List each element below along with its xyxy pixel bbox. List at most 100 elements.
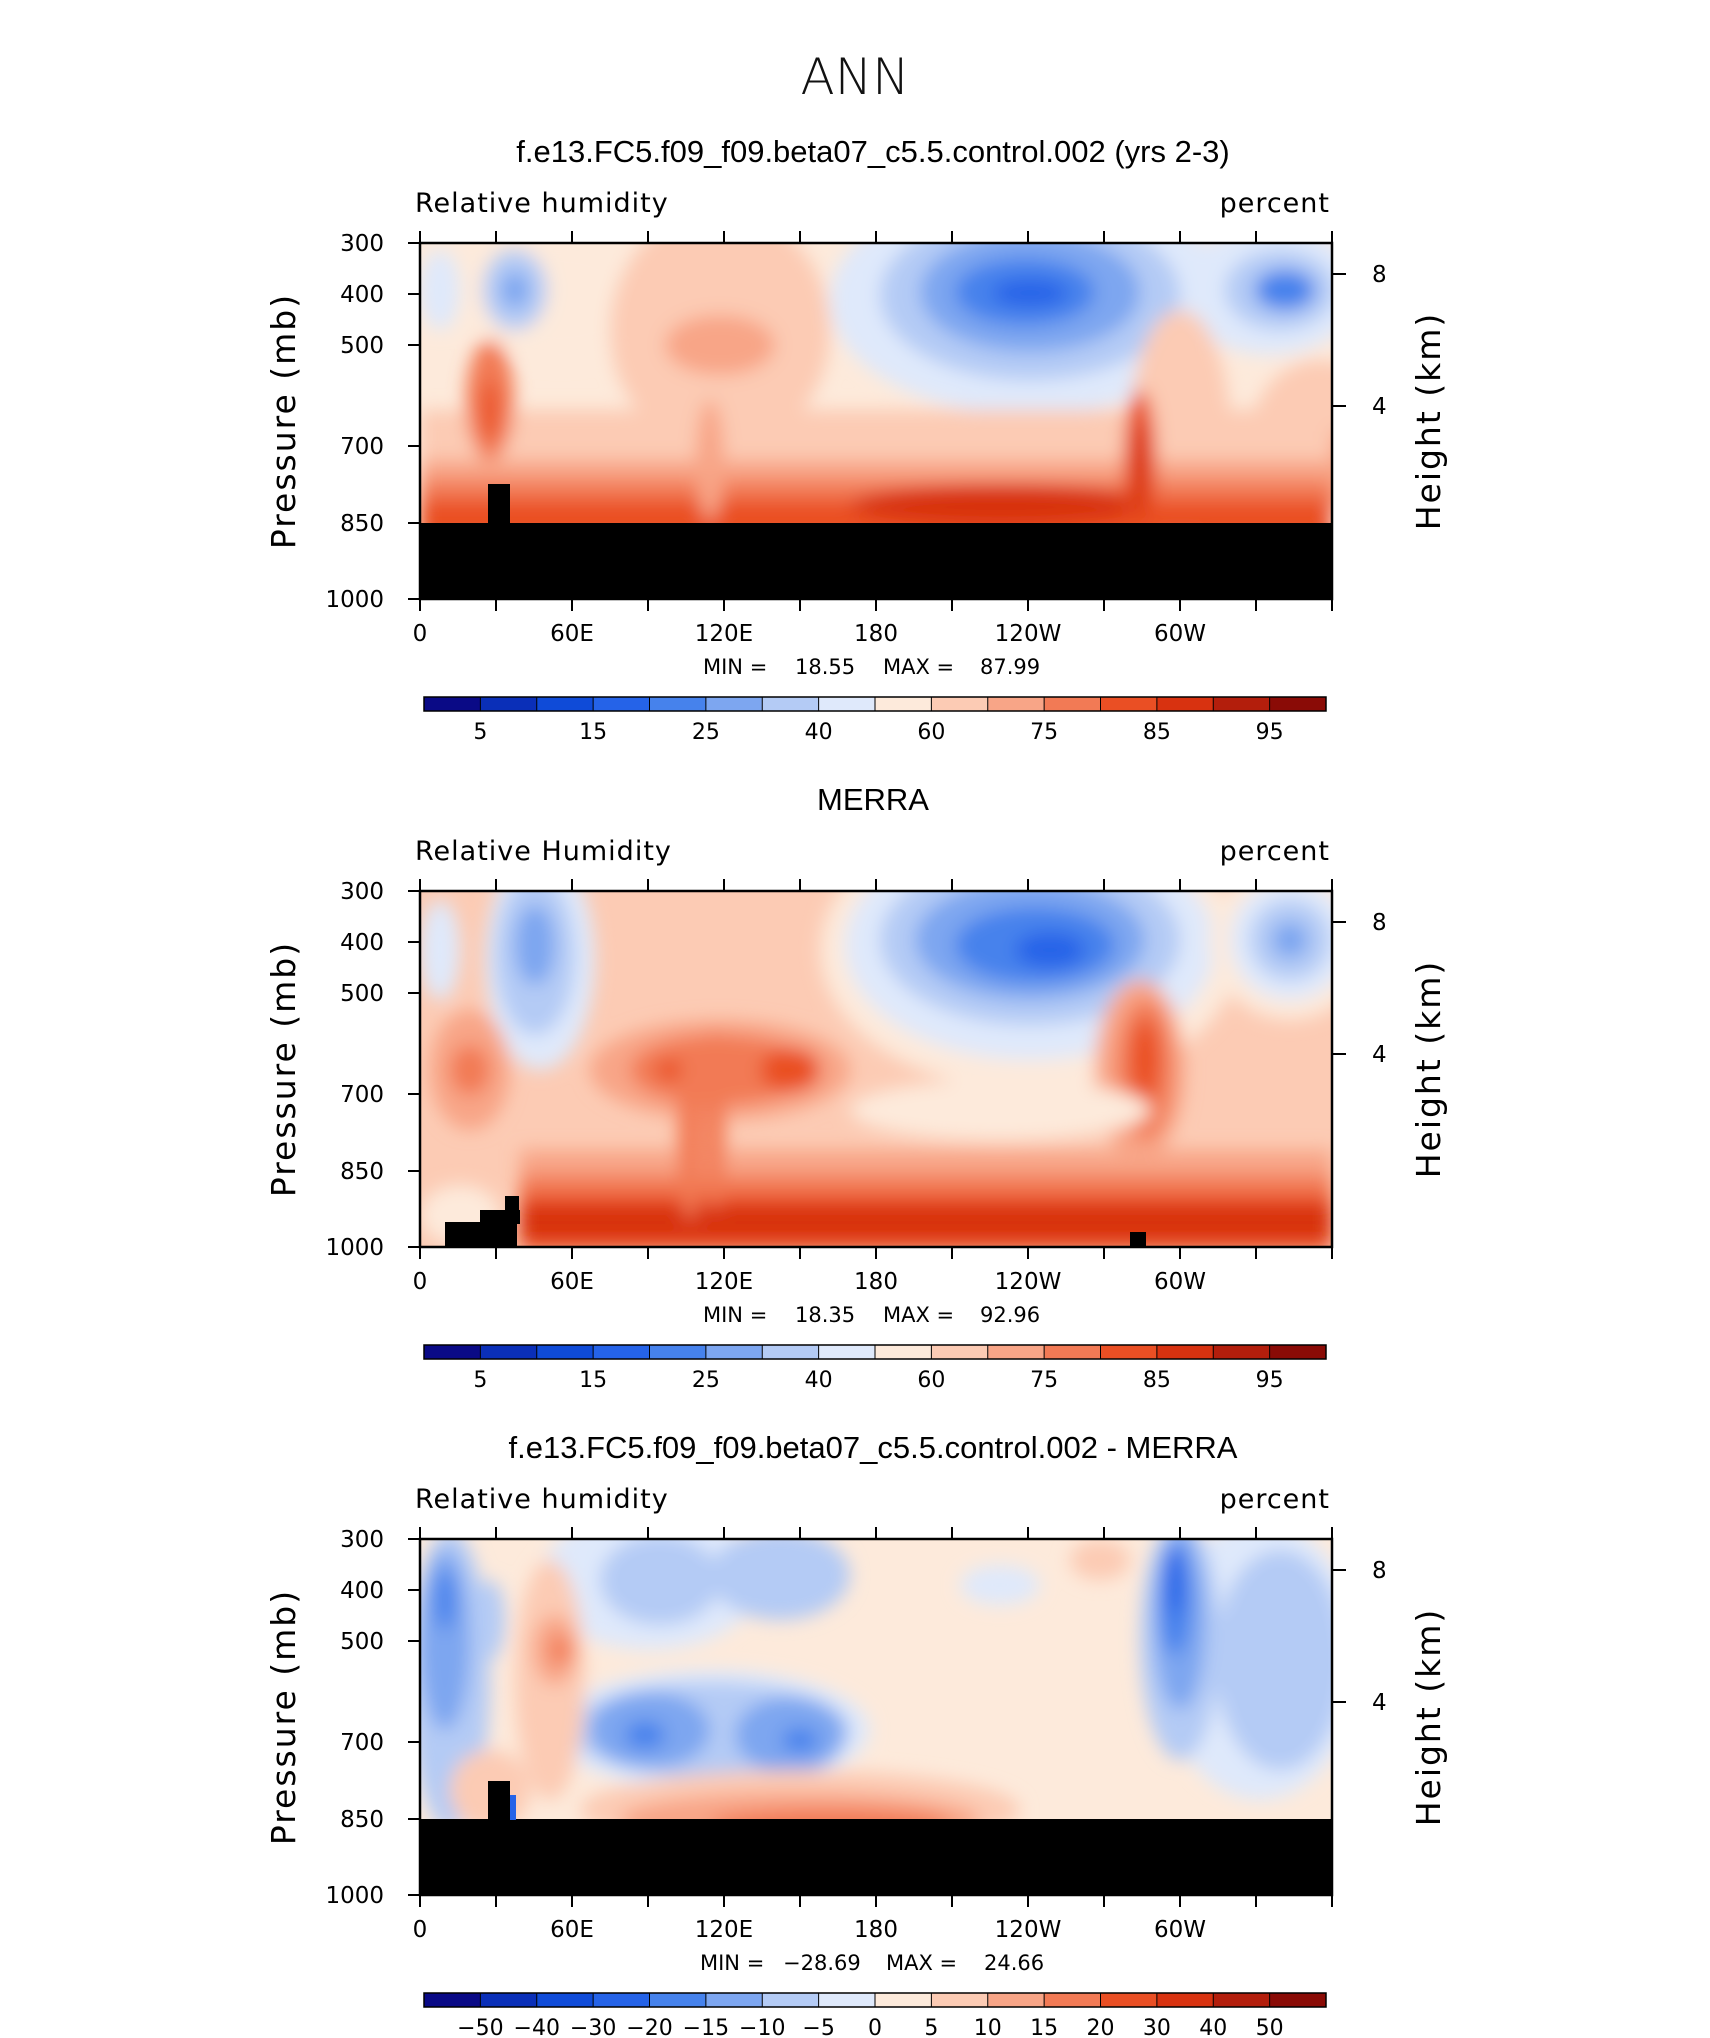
colorbar-label: −20 — [626, 2016, 672, 2038]
axes: 0 60E 120E 180 120W 60W 300 400 500 700 850 1000 8 4 P… — [264, 1527, 1448, 1943]
y-right-tick-label: 4 — [1372, 1690, 1387, 1716]
y-tick-label: 400 — [340, 282, 384, 308]
colorbar-label: 60 — [917, 720, 945, 745]
colorbar-label: 60 — [917, 1368, 945, 1393]
y-right-tick-label: 8 — [1372, 910, 1387, 936]
colorbar-swatch — [987, 1993, 1045, 2007]
colorbar-label: −40 — [514, 2016, 560, 2038]
x-tick-label: 120W — [995, 1269, 1062, 1295]
suptitle: ANN — [800, 48, 909, 106]
colorbar-label: 85 — [1143, 1368, 1171, 1393]
colorbar-swatch — [987, 697, 1045, 711]
colorbar-swatch — [987, 1345, 1045, 1359]
stats-max-label: MAX = — [886, 1951, 957, 1975]
colorbar-swatch — [480, 697, 538, 711]
colorbar-swatch — [818, 697, 876, 711]
colorbar-swatch — [1100, 1993, 1158, 2007]
stats-min-label: MIN = — [700, 1951, 764, 1975]
stats-min: −28.69 — [783, 1951, 861, 1975]
y-tick-label: 700 — [340, 434, 384, 460]
axes: 0 60E 120E 180 120W 60W 300 400 500 700 850 1000 8 4 P… — [264, 879, 1448, 1295]
y-axis-title: Pressure (mb) — [264, 293, 303, 549]
units-label: percent — [1220, 1484, 1330, 1515]
colorbar-swatch — [875, 1345, 932, 1359]
panel-model: f.e13.FC5.f09_f09.beta07_c5.5.control.00… — [264, 134, 1448, 745]
x-tick-label: 180 — [854, 1269, 898, 1295]
y-tick-label: 500 — [340, 1629, 384, 1655]
colorbar-label: −5 — [802, 2016, 834, 2038]
x-tick-label: 180 — [854, 621, 898, 647]
x-tick-label: 120W — [995, 621, 1062, 647]
colorbar-label: 75 — [1030, 1368, 1058, 1393]
y-right-axis-title: Height (km) — [1409, 960, 1448, 1179]
y-tick-label: 500 — [340, 981, 384, 1007]
colorbar-swatch — [1044, 697, 1101, 711]
panel-difference: f.e13.FC5.f09_f09.beta07_c5.5.control.00… — [264, 1430, 1448, 2038]
y-right-tick-label: 4 — [1372, 1042, 1387, 1068]
units-label: percent — [1220, 188, 1330, 219]
colorbar-swatch — [424, 1345, 481, 1359]
colorbar-swatch — [931, 1345, 989, 1359]
y-right-axis-title: Height (km) — [1409, 1608, 1448, 1827]
stats-max: 87.99 — [980, 655, 1040, 679]
stats-min: 18.35 — [795, 1303, 855, 1327]
panel-merra: MERRA Relative Humidity percent — [264, 782, 1448, 1393]
y-tick-label: 400 — [340, 930, 384, 956]
x-tick-label: 60E — [550, 1269, 594, 1295]
colorbar-label: 95 — [1256, 720, 1284, 745]
variable-label: Relative humidity — [415, 1484, 669, 1515]
colorbar-swatch — [536, 1993, 594, 2007]
y-tick-label: 300 — [340, 1527, 384, 1553]
x-tick-label: 120E — [695, 621, 753, 647]
y-right-tick-label: 8 — [1372, 1558, 1387, 1584]
y-tick-label: 850 — [340, 1159, 384, 1185]
stats-min-label: MIN = — [703, 1303, 767, 1327]
colorbar-swatch — [593, 1345, 650, 1359]
colorbar-label: 5 — [924, 2016, 938, 2038]
colorbar-swatch — [424, 697, 481, 711]
x-tick-label: 180 — [854, 1917, 898, 1943]
colorbar-swatch — [649, 1345, 707, 1359]
colorbar-label: −15 — [683, 2016, 729, 2038]
colorbar: 5 15 25 40 60 75 85 95 — [423, 696, 1327, 745]
colorbar-label: 25 — [692, 1368, 720, 1393]
colorbar-swatch — [1213, 697, 1271, 711]
colorbar-swatch — [762, 1993, 820, 2007]
y-tick-label: 300 — [340, 879, 384, 905]
colorbar-swatch — [593, 697, 650, 711]
x-tick-label: 60E — [550, 1917, 594, 1943]
y-tick-label: 850 — [340, 1807, 384, 1833]
colorbar-swatch — [1269, 697, 1327, 711]
colorbar-swatch — [649, 1993, 707, 2007]
colorbar-swatch — [480, 1345, 538, 1359]
colorbar-swatch — [1044, 1345, 1101, 1359]
units-label: percent — [1220, 836, 1330, 867]
y-tick-label: 700 — [340, 1082, 384, 1108]
colorbar-swatch — [1156, 1345, 1214, 1359]
colorbar-swatch — [1044, 1993, 1101, 2007]
field-plot — [420, 891, 1332, 1247]
colorbar-swatch — [705, 1993, 763, 2007]
colorbar-swatch — [705, 1345, 763, 1359]
x-tick-label: 120E — [695, 1269, 753, 1295]
colorbar-swatch — [536, 697, 594, 711]
axes: 0 60E 120E 180 120W 60W 300 400 500 700 850 1000 8 4 P… — [264, 231, 1448, 647]
y-axis-title: Pressure (mb) — [264, 941, 303, 1197]
colorbar-label: 5 — [473, 1368, 487, 1393]
colorbar-swatch — [1100, 1345, 1158, 1359]
colorbar-swatch — [1156, 697, 1214, 711]
colorbar-swatch — [1269, 1345, 1327, 1359]
x-tick-label: 120E — [695, 1917, 753, 1943]
panel-title: f.e13.FC5.f09_f09.beta07_c5.5.control.00… — [516, 134, 1229, 169]
y-tick-label: 700 — [340, 1730, 384, 1756]
x-tick-label: 60W — [1154, 1269, 1206, 1295]
field-plot — [420, 1539, 1332, 1895]
y-right-axis-title: Height (km) — [1409, 312, 1448, 531]
stats-max: 24.66 — [984, 1951, 1044, 1975]
x-tick-label: 60E — [550, 621, 594, 647]
x-tick-label: 120W — [995, 1917, 1062, 1943]
colorbar-swatch — [593, 1993, 650, 2007]
colorbar-swatch — [1213, 1993, 1271, 2007]
y-tick-label: 300 — [340, 231, 384, 257]
